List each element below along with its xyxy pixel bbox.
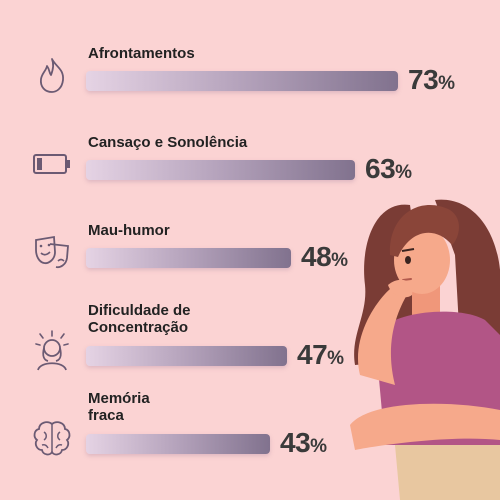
value-unit: % [310, 436, 327, 457]
category-label: Mau-humor [88, 222, 170, 239]
value-unit: % [395, 162, 412, 183]
bar [86, 160, 355, 180]
value-unit: % [327, 348, 344, 369]
value-label: 73% [408, 65, 455, 99]
category-label: Memória fraca [88, 390, 150, 424]
value-label: 48% [301, 242, 348, 276]
bar [86, 346, 287, 366]
value-number: 48 [301, 241, 332, 272]
value-label: 47% [297, 340, 344, 374]
category-label: Afrontamentos [88, 45, 195, 62]
flame-icon [30, 53, 74, 97]
value-unit: % [331, 250, 348, 271]
thinking-woman-illustration [350, 199, 500, 500]
value-number: 63 [365, 153, 396, 184]
theater-masks-icon [30, 230, 74, 274]
brain-icon [30, 416, 74, 460]
value-label: 43% [280, 428, 327, 462]
bar [86, 434, 270, 454]
category-label: Cansaço e Sonolência [88, 134, 248, 151]
value-label: 63% [365, 154, 412, 188]
value-number: 43 [280, 427, 311, 458]
category-label: Dificuldade de Concentração [88, 302, 191, 336]
value-number: 73 [408, 64, 439, 95]
value-unit: % [438, 73, 455, 94]
value-number: 47 [297, 339, 328, 370]
battery-low-icon [30, 142, 74, 186]
bar [86, 248, 291, 268]
bar [86, 71, 398, 91]
stressed-person-icon [30, 328, 74, 372]
